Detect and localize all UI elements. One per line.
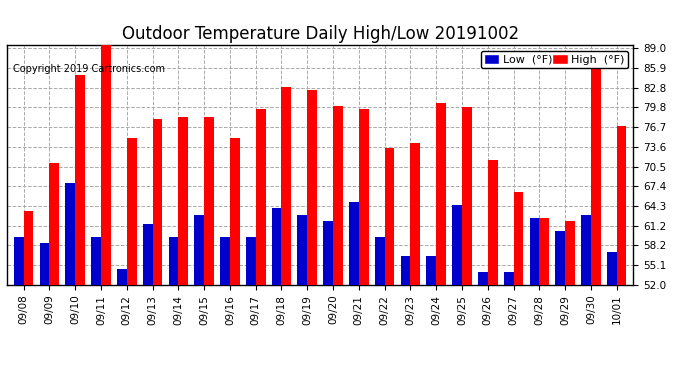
- Bar: [540, 218, 549, 285]
- Bar: [23, 211, 33, 285]
- Bar: [478, 272, 488, 285]
- Bar: [452, 205, 462, 285]
- Bar: [401, 256, 411, 285]
- Title: Outdoor Temperature Daily High/Low 20191002: Outdoor Temperature Daily High/Low 20191…: [121, 26, 519, 44]
- Bar: [375, 237, 384, 285]
- Bar: [14, 237, 23, 285]
- Bar: [488, 160, 497, 285]
- Bar: [565, 221, 575, 285]
- Bar: [101, 45, 111, 285]
- Bar: [436, 103, 446, 285]
- Bar: [220, 237, 230, 285]
- Bar: [178, 117, 188, 285]
- Bar: [256, 109, 266, 285]
- Bar: [504, 272, 513, 285]
- Bar: [297, 214, 307, 285]
- Bar: [617, 126, 627, 285]
- Bar: [426, 256, 436, 285]
- Bar: [272, 208, 282, 285]
- Bar: [529, 218, 540, 285]
- Bar: [282, 87, 291, 285]
- Bar: [143, 224, 152, 285]
- Bar: [384, 148, 395, 285]
- Bar: [555, 231, 565, 285]
- Bar: [66, 183, 75, 285]
- Legend: Low  (°F), High  (°F): Low (°F), High (°F): [480, 51, 628, 68]
- Bar: [117, 269, 127, 285]
- Bar: [513, 192, 523, 285]
- Text: Copyright 2019 Cartronics.com: Copyright 2019 Cartronics.com: [13, 64, 165, 74]
- Bar: [75, 75, 85, 285]
- Bar: [246, 237, 256, 285]
- Bar: [91, 237, 101, 285]
- Bar: [323, 221, 333, 285]
- Bar: [39, 243, 50, 285]
- Bar: [581, 214, 591, 285]
- Bar: [152, 118, 162, 285]
- Bar: [50, 164, 59, 285]
- Bar: [411, 143, 420, 285]
- Bar: [349, 202, 359, 285]
- Bar: [307, 90, 317, 285]
- Bar: [591, 58, 601, 285]
- Bar: [195, 214, 204, 285]
- Bar: [359, 109, 368, 285]
- Bar: [168, 237, 178, 285]
- Bar: [127, 138, 137, 285]
- Bar: [333, 106, 343, 285]
- Bar: [204, 117, 214, 285]
- Bar: [607, 252, 617, 285]
- Bar: [230, 138, 239, 285]
- Bar: [462, 107, 472, 285]
